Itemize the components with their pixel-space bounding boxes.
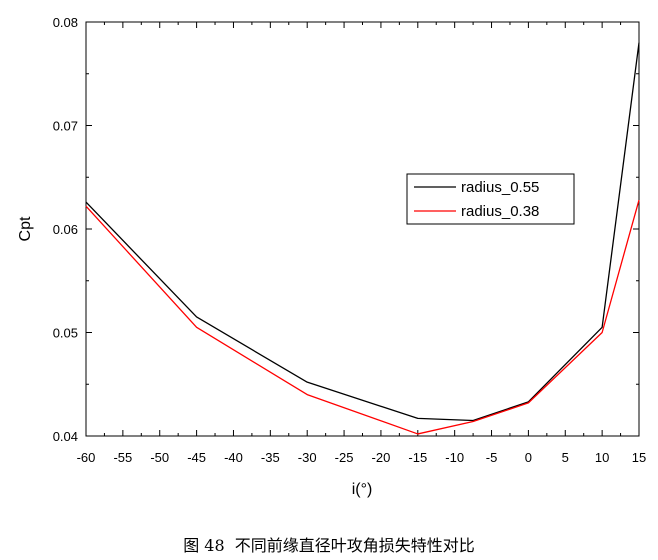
x-tick-label: -25	[335, 450, 354, 465]
x-axis-title: i(°)	[352, 481, 373, 498]
line-chart: -60 -55 -50 -45 -40 -35 -30 -25 -20 -15 -10 -5 0 5 10 1…	[17, 15, 646, 498]
y-axis-ticks: 0.04 0.05 0.06 0.07 0.08	[53, 15, 639, 444]
y-tick-label: 0.06	[53, 222, 78, 237]
legend: radius_0.55 radius_0.38	[406, 173, 575, 225]
y-axis-title: Cpt	[17, 216, 34, 241]
x-tick-label: -35	[261, 450, 280, 465]
y-tick-label: 0.05	[53, 326, 78, 341]
x-tick-label: -5	[486, 450, 498, 465]
series-lines	[85, 42, 640, 435]
x-tick-label: -10	[445, 450, 464, 465]
series-line-radius-0-38	[85, 199, 640, 435]
x-tick-label: -15	[408, 450, 427, 465]
series-line-radius-0-55	[85, 42, 640, 422]
x-axis-ticks: -60 -55 -50 -45 -40 -35 -30 -25 -20 -15 -10 -5 0 5 10 1…	[77, 22, 646, 465]
y-tick-label: 0.04	[53, 429, 78, 444]
y-tick-label: 0.07	[53, 119, 78, 134]
x-tick-label: 5	[562, 450, 569, 465]
x-tick-label: 15	[632, 450, 646, 465]
x-tick-label: 0	[525, 450, 532, 465]
x-tick-label: 10	[595, 450, 609, 465]
x-tick-label: -50	[150, 450, 169, 465]
x-tick-label: -40	[224, 450, 243, 465]
x-tick-label: -30	[298, 450, 317, 465]
x-tick-label: -60	[77, 450, 96, 465]
y-tick-label: 0.08	[53, 15, 78, 30]
figure-caption: 图 48 不同前缘直径叶攻角损失特性对比	[183, 536, 475, 555]
x-tick-label: -55	[113, 450, 132, 465]
legend-box	[406, 173, 575, 225]
legend-label-radius-055: radius_0.55	[461, 179, 539, 196]
x-tick-label: -45	[187, 450, 206, 465]
legend-label-radius-038: radius_0.38	[461, 203, 539, 220]
x-tick-label: -20	[372, 450, 391, 465]
